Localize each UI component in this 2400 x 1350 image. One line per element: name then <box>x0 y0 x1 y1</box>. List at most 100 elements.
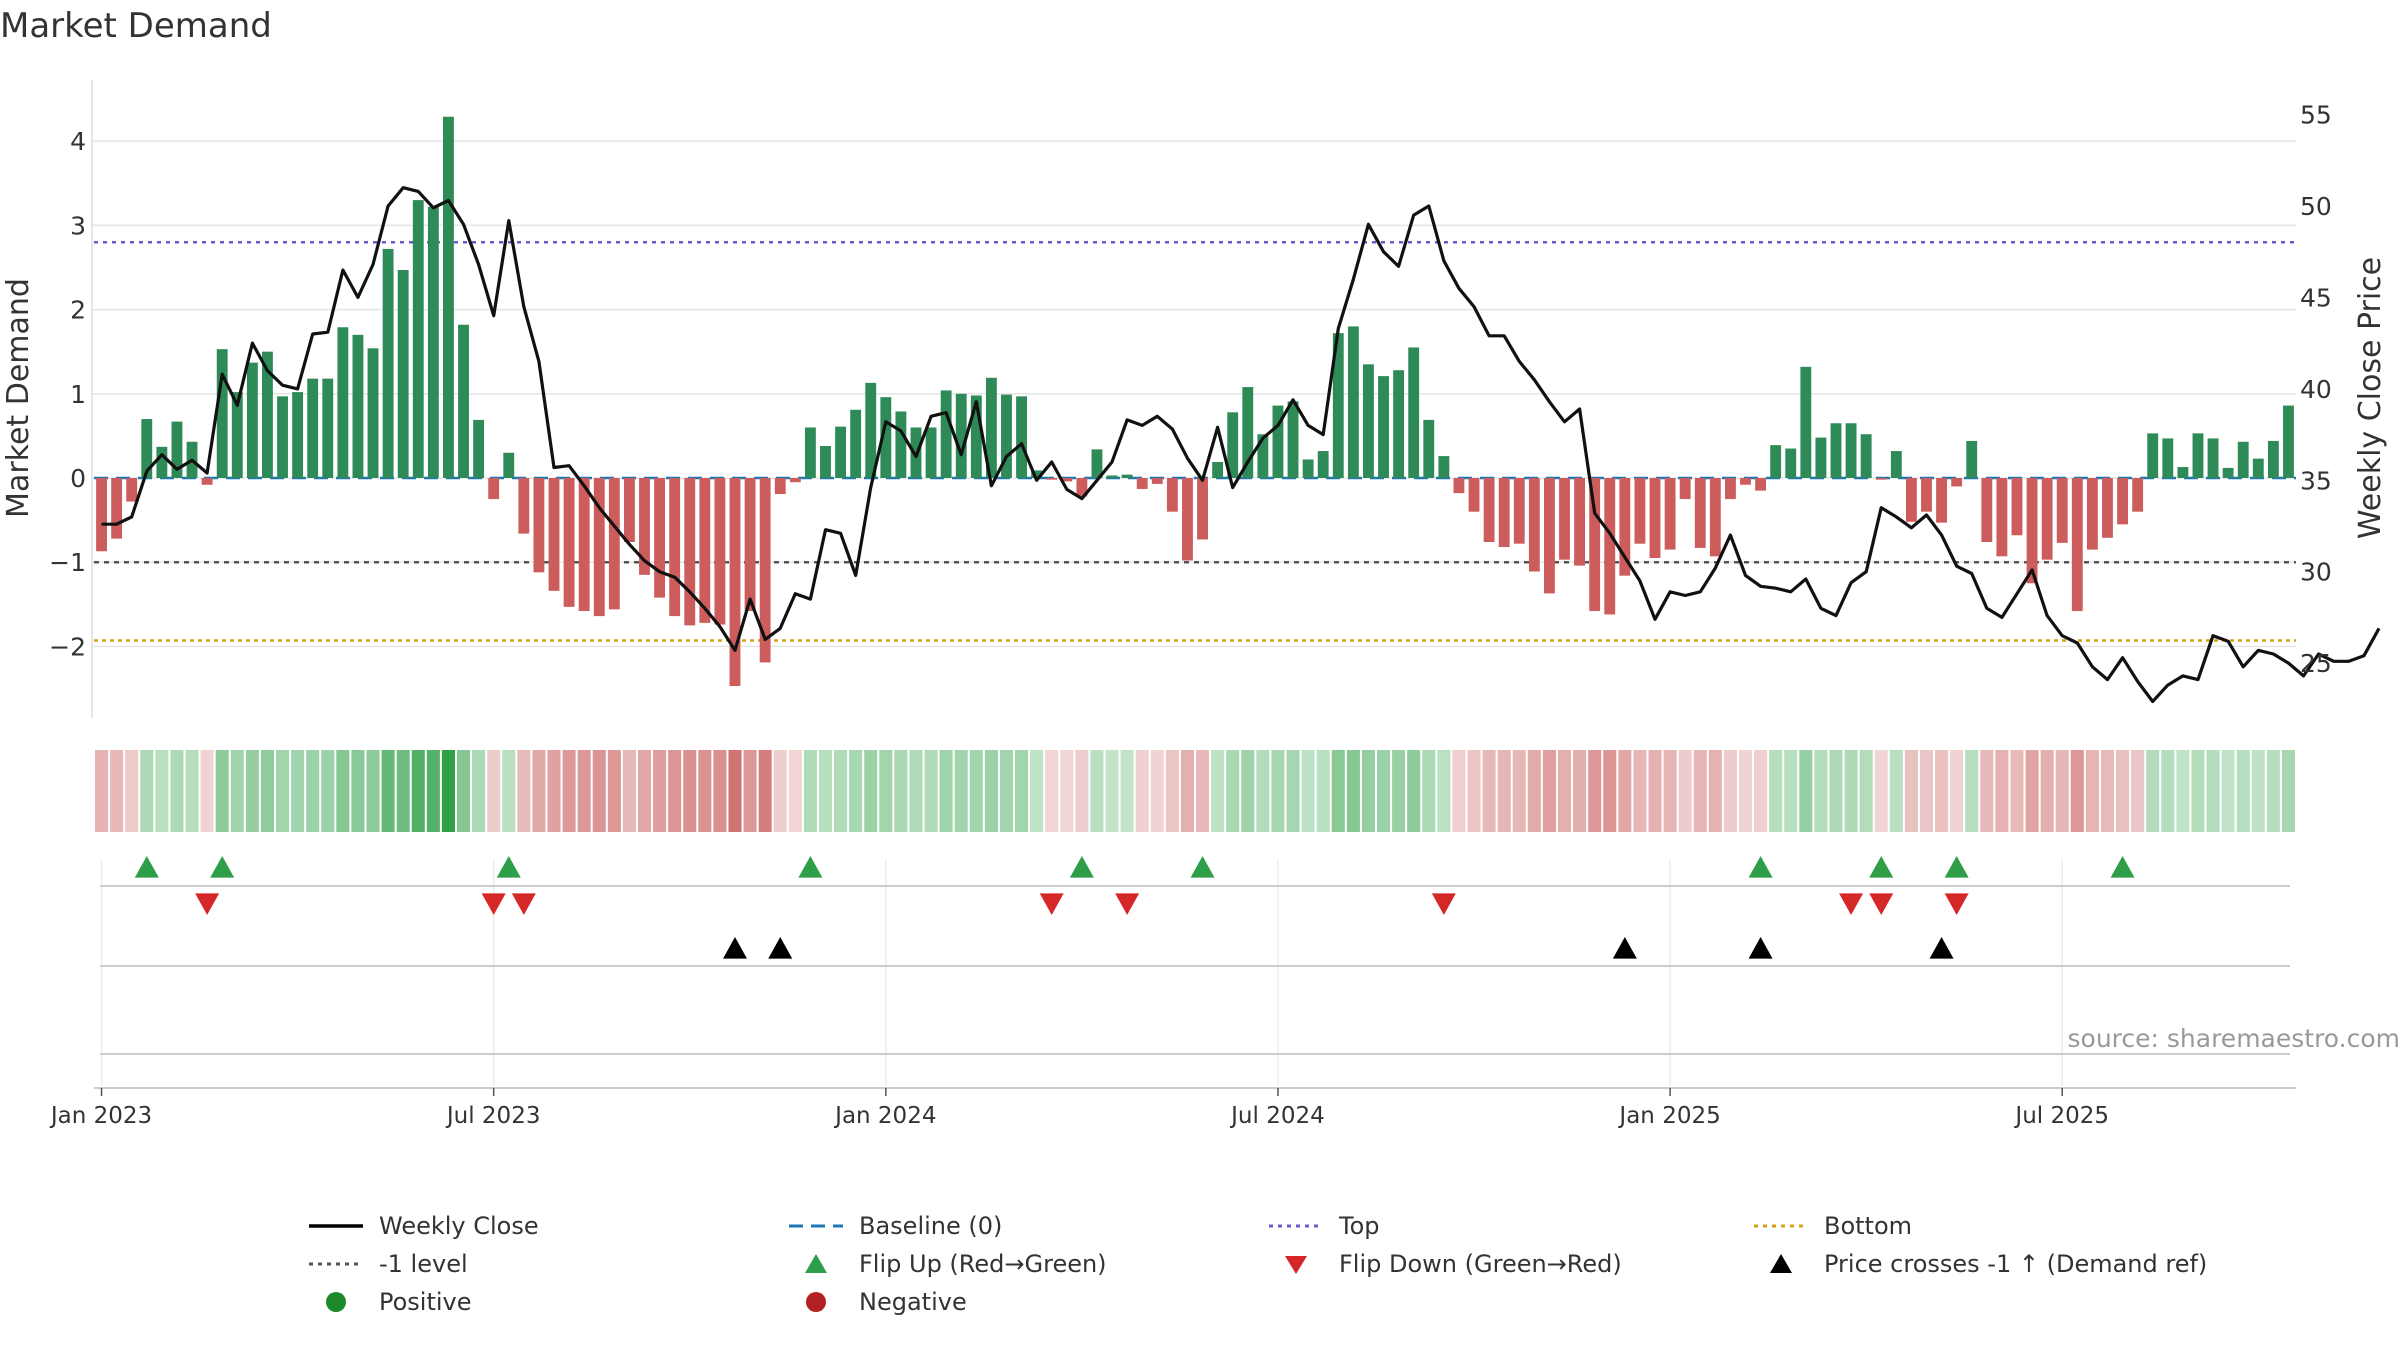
flip-down-marker <box>1431 893 1456 915</box>
heat-cell <box>2070 750 2084 832</box>
y2-tick-label: 40 <box>2300 375 2332 404</box>
demand-bar <box>443 116 454 478</box>
heat-cell <box>1271 750 1285 832</box>
heat-cell <box>140 750 154 832</box>
heat-cell <box>2025 750 2039 832</box>
heat-cell <box>1135 750 1149 832</box>
demand-bar <box>2162 438 2174 478</box>
heat-cell <box>547 750 561 832</box>
demand-bar <box>1694 478 1706 548</box>
demand-bar <box>1905 478 1917 522</box>
heat-cell <box>2085 750 2099 832</box>
heat-cell <box>577 750 591 832</box>
demand-bar <box>1498 478 1510 548</box>
demand-bar <box>2117 478 2128 525</box>
axes: −2 −1 0 1 2 3 4 25 30 35 40 45 50 55 Jan 2023 Jul 2023 J… <box>49 80 2332 1129</box>
heat-cell <box>818 750 833 832</box>
heat-cell <box>200 750 214 832</box>
heat-cell <box>728 750 742 832</box>
demand-bar <box>337 327 349 478</box>
heat-cell <box>2131 750 2145 832</box>
demand-bar <box>563 478 575 607</box>
demand-bar <box>1724 478 1736 500</box>
demand-bar <box>1664 478 1676 550</box>
heat-cell <box>245 750 259 832</box>
demand-bar <box>684 478 696 626</box>
flip-down-marker <box>481 893 506 915</box>
heat-cell <box>1678 750 1692 832</box>
demand-bar <box>126 478 138 502</box>
legend-triangle <box>1770 1254 1792 1273</box>
heat-cell <box>1030 750 1044 832</box>
heat-cell <box>1980 750 1994 832</box>
legend-item: Flip Down (Green→Red) <box>1265 1250 1622 1278</box>
heat-cell <box>2040 750 2054 832</box>
heat-cell <box>2100 750 2115 832</box>
heat-cell <box>2010 750 2024 832</box>
demand-bar <box>1755 478 1767 491</box>
heat-cell <box>411 750 425 832</box>
legend-symbol <box>805 1254 827 1273</box>
heat-cell <box>1829 750 1843 832</box>
demand-bar <box>1302 459 1314 478</box>
legend-item: Bottom <box>1750 1212 1912 1240</box>
demand-bar <box>955 393 967 478</box>
legend-label: Bottom <box>1824 1212 1913 1240</box>
demand-bar <box>804 427 816 478</box>
demand-bar <box>2177 467 2189 478</box>
demand-bar <box>2192 433 2204 478</box>
demand-bar <box>1347 326 1359 478</box>
legend-item: Price crosses -1 ↑ (Demand ref) <box>1750 1250 2207 1278</box>
heat-cell <box>125 750 139 832</box>
heat-cell <box>1799 750 1813 832</box>
flip-down-marker <box>195 893 220 915</box>
heat-cell <box>999 750 1014 832</box>
heat-cell <box>1120 750 1134 832</box>
heat-cell <box>1211 750 1225 832</box>
heat-cell <box>1874 750 1888 832</box>
heat-cell <box>396 750 410 832</box>
heat-cell <box>864 750 878 832</box>
heat-cell <box>1708 750 1722 832</box>
heat-cell <box>1814 750 1828 832</box>
legend-item: Positive <box>305 1288 472 1316</box>
demand-bar <box>1936 478 1947 523</box>
weekly-close-line <box>101 186 2381 704</box>
heat-cell <box>984 750 998 832</box>
legend-item: Top <box>1265 1212 1380 1240</box>
demand-bar <box>201 478 213 485</box>
demand-bar <box>880 397 892 478</box>
flip-up-marker <box>1869 856 1894 878</box>
demand-bar <box>533 478 545 573</box>
demand-bar <box>1649 478 1661 558</box>
legend-symbol <box>1770 1254 1792 1273</box>
demand-bars <box>96 116 2294 686</box>
demand-bar <box>307 378 319 478</box>
heat-cell <box>939 750 953 832</box>
heat-cell <box>1738 750 1753 832</box>
flip-up-marker <box>1069 856 1094 878</box>
heat-cell <box>1392 750 1406 832</box>
demand-bar <box>216 349 228 478</box>
legend-label: Baseline (0) <box>859 1212 1003 1240</box>
heat-cell <box>306 750 320 832</box>
x-tick-label: Jan 2023 <box>49 1103 152 1129</box>
heat-cell <box>668 750 682 832</box>
demand-bar <box>2041 478 2053 560</box>
demand-bar <box>503 452 515 478</box>
heat-cell <box>1904 750 1918 832</box>
demand-bar <box>111 478 123 539</box>
legend-label: Flip Up (Red→Green) <box>859 1250 1107 1278</box>
demand-bar <box>729 478 741 686</box>
heat-cell <box>834 750 848 832</box>
demand-bar <box>1106 475 1118 478</box>
demand-bar <box>1227 412 1239 478</box>
heat-cell <box>1301 750 1315 832</box>
y-tick-label: 0 <box>70 464 86 493</box>
demand-bar <box>488 478 500 500</box>
demand-bar <box>2102 478 2113 538</box>
demand-bar <box>608 478 620 610</box>
heat-cell <box>894 750 908 832</box>
price-cross-marker <box>1612 937 1637 959</box>
